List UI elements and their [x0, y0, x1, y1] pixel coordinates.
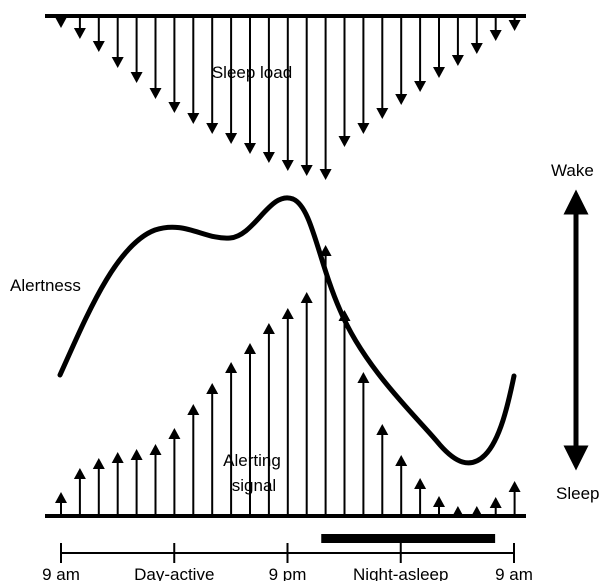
time-axis-ticks: 9 am Day-active 9 pm Night-asleep 9 am [42, 543, 533, 581]
alerting-signal-arrow-head [300, 292, 313, 303]
alerting-signal-arrow-head [319, 245, 332, 256]
alerting-signal-arrow-head [111, 452, 124, 463]
sleep-load-arrow-head [508, 20, 521, 31]
alerting-signal-arrow-head [206, 383, 219, 394]
sleep-load-arrow-head [225, 133, 238, 144]
sleep-period-bar [321, 534, 496, 543]
alerting-signal-arrow-head [262, 323, 275, 334]
sleep-load-arrow-head [319, 169, 332, 180]
alerting-signal-label-line1: Alerting [223, 451, 281, 470]
sleep-load-arrow-head [451, 55, 464, 66]
sleep-load-arrow-head [338, 136, 351, 147]
alerting-signal-arrow-head [414, 478, 427, 489]
sleep-load-arrow-head [395, 94, 408, 105]
alerting-signal-arrow-head [357, 372, 370, 383]
time-axis-tick-label: 9 pm [269, 565, 307, 581]
wake-label: Wake [551, 161, 594, 180]
sleep-load-arrow-head [130, 72, 143, 83]
alerting-signal-arrow-head [73, 468, 86, 479]
time-axis-tick-label: 9 am [495, 565, 533, 581]
alerting-signal-arrow-head [508, 481, 521, 492]
sleep-load-label: Sleep load [212, 63, 292, 82]
sleep-load-arrow-head [433, 67, 445, 78]
sleep-load-arrow-head [187, 113, 200, 124]
alerting-signal-arrow-head [395, 455, 408, 466]
sleep-load-arrow-head [262, 152, 275, 163]
alerting-signal-arrow-head [281, 308, 294, 319]
sleep-load-arrow-head [281, 160, 294, 171]
wake-sleep-scale: Wake Sleep [551, 161, 599, 503]
time-axis-tick-label: Day-active [134, 565, 214, 581]
sleep-load-arrow-head [470, 43, 483, 54]
sleep-load-arrow-head [55, 17, 67, 28]
sleep-label: Sleep [556, 484, 599, 503]
sleep-load-arrow-head [168, 102, 181, 113]
alerting-signal-arrow-head [376, 424, 389, 435]
alertness-curve [57, 195, 517, 466]
alerting-signal-arrow-head [244, 343, 256, 354]
alerting-signal-arrow-head [149, 444, 162, 455]
alerting-signal-arrow-head [55, 492, 67, 503]
alerting-signal-arrow-head [451, 506, 464, 517]
alerting-signal-arrow-head [92, 458, 105, 469]
alerting-signal-label-line2: signal [232, 476, 276, 495]
alerting-signal-arrow-head [225, 362, 238, 373]
sleep-load-arrow-head [357, 123, 370, 134]
alerting-signal-arrow-head [470, 506, 483, 517]
sleep-load-arrow-head [111, 57, 124, 68]
sleep-load-arrow-head [489, 30, 502, 41]
alerting-signal-arrow-head [489, 497, 502, 508]
sleep-load-arrow-head [414, 81, 427, 92]
alerting-signal-arrow-head [130, 449, 143, 460]
sleep-load-arrow-head [244, 143, 256, 154]
sleep-load-arrow-head [300, 165, 313, 176]
alerting-signal-arrow-head [338, 310, 351, 321]
alerting-signal-arrows [55, 245, 521, 517]
sleep-load-arrow-head [376, 108, 389, 119]
sleep-load-arrows [55, 16, 521, 180]
sleep-load-group: Sleep load [45, 14, 526, 180]
alertness-label: Alertness [10, 276, 81, 295]
alerting-signal-arrow-head [168, 428, 181, 439]
sleep-load-arrow-head [73, 28, 86, 39]
alerting-signal-group: Alerting signal [45, 245, 526, 518]
sleep-load-arrow-head [149, 88, 162, 99]
alerting-signal-arrow-head [433, 496, 445, 507]
time-axis-tick-label: Night-asleep [353, 565, 448, 581]
sleep-load-arrow-head [92, 41, 105, 52]
alerting-signal-arrow-head [187, 404, 200, 415]
time-axis: 9 am Day-active 9 pm Night-asleep 9 am [42, 534, 533, 581]
time-axis-tick-label: 9 am [42, 565, 80, 581]
alertness-group: Alertness [10, 195, 517, 466]
sleep-load-arrow-head [206, 123, 219, 134]
